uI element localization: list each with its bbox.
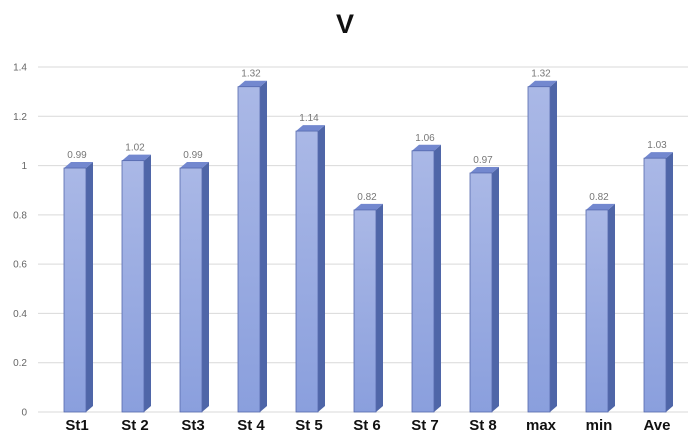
bar-side-face xyxy=(666,152,673,412)
x-axis-ticks: St1 St 2 St3 St 4 St 5 St 6 St 7 St 8 max min Ave xyxy=(65,417,670,434)
bar xyxy=(469,166,499,413)
x-tick-label: St 5 xyxy=(295,417,323,434)
bar-front-face xyxy=(643,157,667,413)
bar-front-face xyxy=(527,86,551,413)
bar-top-face xyxy=(354,203,383,210)
bar-side-face xyxy=(492,166,499,412)
bar xyxy=(179,162,209,413)
x-tick-label: St 2 xyxy=(121,417,149,434)
bar-front-face xyxy=(237,86,261,413)
data-label: 1.32 xyxy=(531,69,551,80)
y-tick-label: 1.2 xyxy=(13,112,27,123)
bar-side-face xyxy=(608,203,615,412)
y-tick-label: 1 xyxy=(21,161,27,172)
data-label: 1.02 xyxy=(125,143,145,154)
bar-side-face xyxy=(86,162,93,412)
y-tick-label: 0.2 xyxy=(13,358,27,369)
bar-front-face xyxy=(353,209,377,413)
bar-front-face xyxy=(411,150,435,413)
bar-front-face xyxy=(295,130,319,413)
bar xyxy=(353,203,383,413)
y-tick-label: 1.4 xyxy=(13,63,27,74)
x-tick-label: min xyxy=(586,417,613,434)
x-tick-label: St 8 xyxy=(469,417,497,434)
bar xyxy=(643,152,673,413)
data-label: 1.06 xyxy=(415,133,435,144)
bar-front-face xyxy=(469,172,493,413)
bar-top-face xyxy=(296,125,325,132)
data-label: 1.14 xyxy=(299,113,319,124)
data-label: 0.99 xyxy=(183,150,203,161)
data-label: 0.82 xyxy=(589,192,609,203)
bar-top-face xyxy=(470,166,499,173)
data-label: 0.82 xyxy=(357,192,377,203)
bar xyxy=(527,80,557,413)
bar-top-face xyxy=(586,203,615,210)
bar-side-face xyxy=(376,203,383,412)
bar-top-face xyxy=(180,162,209,169)
x-tick-label: max xyxy=(526,417,557,434)
bar xyxy=(585,203,615,413)
bar-top-face xyxy=(64,162,93,169)
bar-top-face xyxy=(644,152,673,159)
x-tick-label: St1 xyxy=(65,417,88,434)
x-tick-label: St 7 xyxy=(411,417,439,434)
y-tick-label: 0.4 xyxy=(13,309,27,320)
bar xyxy=(121,154,151,413)
chart-title: V xyxy=(336,9,354,39)
bar-top-face xyxy=(528,80,557,87)
bar-side-face xyxy=(202,162,209,412)
bar-front-face xyxy=(179,167,203,413)
data-label: 1.32 xyxy=(241,69,261,80)
bar-top-face xyxy=(412,144,441,151)
bar-side-face xyxy=(144,154,151,412)
y-axis-ticks: 0 0.2 0.4 0.6 0.8 1 1.2 1.4 xyxy=(13,63,27,419)
bar-front-face xyxy=(585,209,609,413)
data-label: 0.99 xyxy=(67,150,87,161)
y-tick-label: 0.8 xyxy=(13,210,27,221)
x-tick-label: St3 xyxy=(181,417,204,434)
data-labels: 0.99 1.02 0.99 1.32 1.14 0.82 1.06 0.97 1.32 0.82… xyxy=(67,69,667,203)
y-tick-label: 0.6 xyxy=(13,260,27,271)
x-tick-label: St 4 xyxy=(237,417,265,434)
bar-side-face xyxy=(434,144,441,413)
bar-front-face xyxy=(63,167,87,413)
data-label: 0.97 xyxy=(473,155,493,166)
bar-side-face xyxy=(260,80,267,412)
x-tick-label: St 6 xyxy=(353,417,381,434)
bar-top-face xyxy=(238,80,267,87)
bar-side-face xyxy=(550,80,557,412)
bar xyxy=(411,144,441,413)
bar-top-face xyxy=(122,154,151,161)
y-tick-label: 0 xyxy=(21,408,27,419)
bar xyxy=(237,80,267,413)
bar xyxy=(63,162,93,413)
data-label: 1.03 xyxy=(647,140,667,151)
bar-front-face xyxy=(121,160,145,413)
bars xyxy=(63,80,673,413)
bar-side-face xyxy=(318,125,325,413)
bar xyxy=(295,125,325,413)
x-tick-label: Ave xyxy=(644,417,671,434)
